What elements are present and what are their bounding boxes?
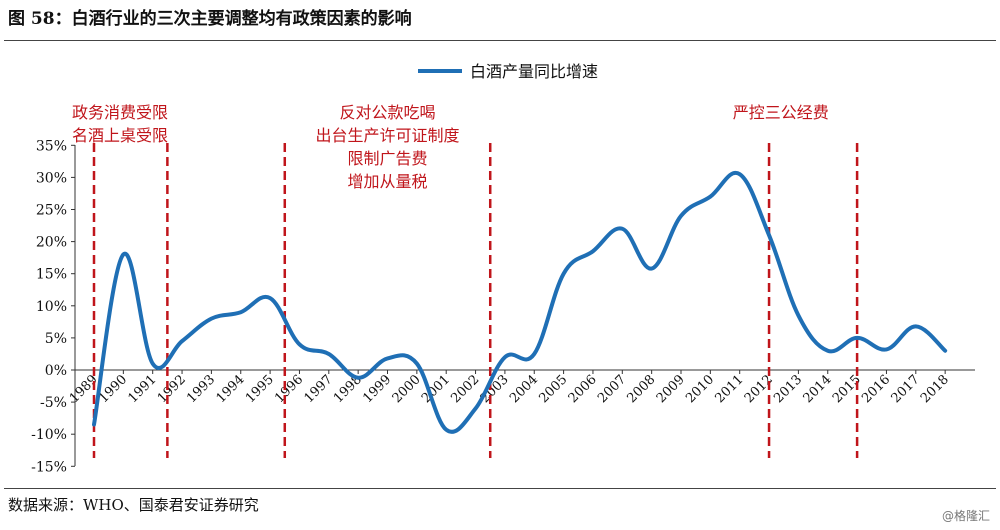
x-tick-label: 2012 — [742, 372, 776, 406]
x-tick-label: 2010 — [683, 372, 717, 406]
y-tick-label: 5% — [45, 331, 67, 347]
policy-annotation: 限制广告费 — [347, 149, 427, 168]
x-tick-label: 1996 — [272, 372, 306, 406]
x-tick-label: 1994 — [214, 372, 248, 406]
policy-annotation: 严控三公经费 — [733, 103, 829, 122]
policy-annotation: 反对公款吃喝 — [339, 103, 435, 122]
y-tick-label: -5% — [40, 395, 67, 411]
y-tick-label: 20% — [36, 235, 67, 251]
x-tick-label: 2018 — [918, 372, 952, 406]
x-tick-label: 2013 — [771, 372, 805, 406]
policy-annotation: 政务消费受限 — [72, 103, 168, 122]
y-tick-label: -15% — [31, 459, 67, 475]
x-tick-label: 1993 — [184, 372, 218, 406]
y-tick-label: 15% — [36, 267, 67, 283]
x-tick-label: 2015 — [830, 372, 864, 406]
y-tick-label: 0% — [45, 363, 67, 379]
x-tick-label: 2004 — [507, 372, 541, 406]
x-tick-label: 1991 — [126, 372, 160, 406]
watermark: @格隆汇 — [941, 509, 990, 523]
title-divider — [4, 40, 996, 41]
footer-divider — [4, 488, 996, 489]
series-line — [92, 170, 948, 434]
policy-annotation: 出台生产许可证制度 — [315, 126, 459, 145]
policy-annotation: 增加从量税 — [347, 172, 427, 191]
x-tick-label: 1995 — [243, 372, 277, 406]
x-tick-label: 2003 — [478, 372, 512, 406]
x-tick-label: 2014 — [801, 372, 835, 406]
legend-label: 白酒产量同比增速 — [470, 62, 598, 81]
y-tick-label: 25% — [36, 203, 67, 219]
x-tick-label: 1992 — [155, 372, 189, 406]
policy-annotation: 名酒上桌受限 — [72, 126, 168, 145]
x-tick-label: 1997 — [302, 372, 336, 406]
x-tick-label: 2000 — [390, 372, 424, 406]
x-tick-label: 2002 — [448, 372, 482, 406]
x-tick-label: 2017 — [889, 372, 923, 406]
x-tick-label: 2007 — [595, 372, 629, 406]
x-tick-label: 2016 — [859, 372, 893, 406]
y-tick-label: 35% — [36, 138, 67, 154]
figure-title: 图 58：白酒行业的三次主要调整均有政策因素的影响 — [8, 9, 412, 29]
x-tick-label: 2005 — [536, 372, 570, 406]
y-tick-label: 30% — [36, 170, 67, 186]
data-source: 数据来源：WHO、国泰君安证券研究 — [8, 496, 259, 514]
y-tick-label: -10% — [31, 427, 67, 443]
y-tick-label: 10% — [36, 299, 67, 315]
x-tick-label: 2011 — [713, 372, 747, 406]
x-tick-label: 2009 — [654, 372, 688, 406]
x-tick-label: 2006 — [566, 372, 600, 406]
x-tick-label: 2008 — [624, 372, 658, 406]
